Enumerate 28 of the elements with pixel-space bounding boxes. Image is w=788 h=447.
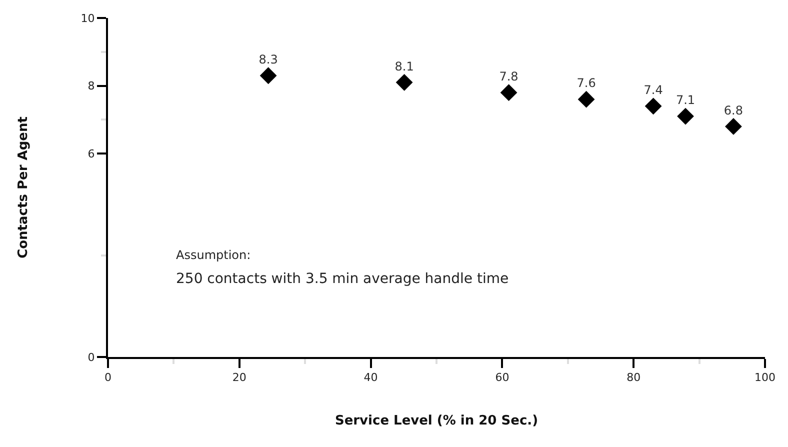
x-tick-label: 100 bbox=[754, 371, 776, 384]
annotation: Assumption: bbox=[176, 248, 251, 262]
point bbox=[396, 74, 413, 91]
x-tick-label: 40 bbox=[364, 371, 378, 384]
x-tick-label: 80 bbox=[626, 371, 641, 384]
data-label: 7.8 bbox=[499, 69, 518, 84]
point bbox=[260, 67, 277, 84]
x-tick-label: 0 bbox=[104, 371, 112, 384]
annotation: 250 contacts with 3.5 min average handle time bbox=[176, 271, 509, 287]
y-tick-label: 0 bbox=[88, 350, 95, 364]
y-tick-label: 10 bbox=[80, 12, 95, 25]
point bbox=[725, 118, 742, 135]
x-tick-label: 20 bbox=[232, 371, 246, 384]
x-axis-title: Service Level (% in 20 Sec.) bbox=[334, 413, 538, 428]
data-label: 7.4 bbox=[644, 83, 663, 98]
point bbox=[644, 98, 662, 115]
y-tick-label: 8 bbox=[88, 80, 95, 93]
point bbox=[578, 90, 595, 108]
data-label: 7.6 bbox=[576, 76, 596, 90]
data-label: 8.1 bbox=[394, 59, 414, 74]
point bbox=[677, 108, 694, 125]
point bbox=[500, 84, 518, 102]
data-label: 7.1 bbox=[676, 93, 696, 108]
data-label: 8.3 bbox=[258, 52, 278, 67]
data-label: 6.8 bbox=[724, 103, 744, 118]
x-tick-label: 60 bbox=[495, 371, 510, 384]
y-tick-label: 6 bbox=[88, 147, 95, 160]
y-axis-title: Contacts Per Agent bbox=[16, 116, 32, 258]
